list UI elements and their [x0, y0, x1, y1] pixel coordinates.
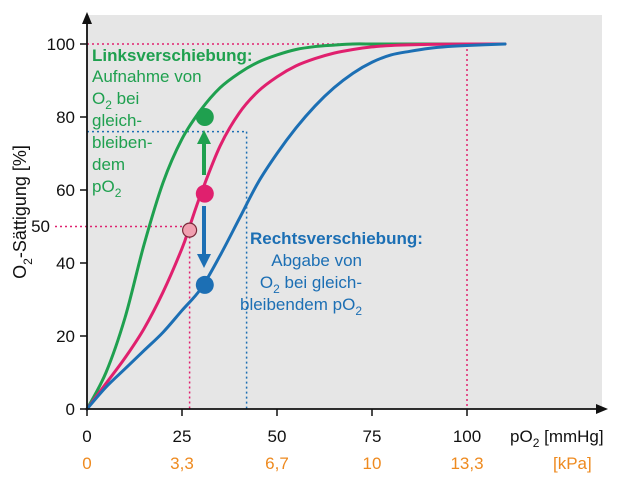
annotation-rechts: Rechtsverschiebung: Abgabe von O2 bei gl…: [240, 229, 423, 318]
y-axis-title-main: O: [10, 265, 30, 279]
x-tick-label-mmhg: 0: [82, 427, 91, 446]
point-p50: [182, 222, 198, 238]
y-tick-label: 20: [56, 327, 75, 346]
annotation-rechts-line3-sub: 2: [355, 304, 362, 318]
y-tick-label: 100: [47, 35, 75, 54]
y-tick-label: 80: [56, 108, 75, 127]
annotation-links-title: Linksverschiebung:: [92, 46, 253, 65]
x-tick-label-kpa: 10: [363, 454, 382, 473]
series-line-rechts: [85, 42, 507, 411]
x-tick-label-mmhg: 75: [363, 427, 382, 446]
series-line-normal: [85, 42, 507, 411]
x-axis-title-mmhg: pO2 [mmHg]: [510, 427, 604, 450]
annotation-rechts-title: Rechtsverschiebung:: [250, 229, 423, 248]
arrow-down-icon: [197, 254, 211, 268]
shift-arrows: [197, 130, 211, 268]
x-tick-label-mmhg: 50: [268, 427, 287, 446]
point-links: [195, 108, 214, 126]
annotation-links-line4: bleiben-: [92, 133, 153, 152]
annotation-links-line6: pO2: [92, 177, 122, 200]
x-tick-label-kpa: 0: [82, 454, 91, 473]
annotation-rechts-line2-rest: bei gleich-: [280, 273, 362, 292]
annotation-links-line2: O2 bei: [92, 89, 139, 112]
x-axis-title-mmhg-main: pO: [510, 427, 533, 446]
x-tick-label-mmhg: 100: [453, 427, 481, 446]
points-layer: [182, 108, 214, 294]
point-normal: [195, 184, 214, 203]
annotation-links: Linksverschiebung: Aufnahme von O2 bei g…: [92, 46, 253, 200]
annotation-rechts-line2-sub: 2: [273, 282, 280, 296]
annotation-rechts-line2: O2 bei gleich-: [260, 273, 362, 296]
x-axis-title-mmhg-rest: [mmHg]: [539, 427, 603, 446]
point-rechts: [195, 275, 214, 294]
annotation-links-line6-sub: 2: [115, 186, 122, 200]
annotation-rechts-line3: bleibendem pO2: [240, 295, 362, 318]
annotation-links-line2-sub: 2: [105, 98, 112, 112]
y-tick-label: 40: [56, 254, 75, 273]
x-ticks: 0 0 25 3,3 50 6,7 75 10 100 13,3: [82, 409, 484, 473]
x-tick-label-kpa: 3,3: [170, 454, 194, 473]
y-axis-arrow-icon: [82, 12, 92, 24]
annotation-rechts-line3-main: bleibendem pO: [240, 295, 355, 314]
y-axis-title: O2-Sättigung [%]: [10, 145, 35, 279]
annotation-links-line1: Aufnahme von: [92, 67, 202, 86]
x-axis-title-mmhg-sub: 2: [533, 436, 540, 450]
marker-50-label: 50: [31, 217, 50, 236]
y-ticks: 0 20 40 60 80 100: [47, 35, 87, 419]
annotation-links-line2-main: O: [92, 89, 105, 108]
y-axis-title-sub: 2: [21, 258, 35, 265]
series-layer: [85, 42, 507, 411]
y-tick-label: 60: [56, 181, 75, 200]
annotation-rechts-line2-main: O: [260, 273, 273, 292]
y-tick-label: 0: [66, 400, 75, 419]
x-axis-title-kpa: [kPa]: [553, 454, 592, 473]
x-axis-arrow-icon: [596, 404, 608, 414]
annotation-links-line6-main: pO: [92, 177, 115, 196]
y-axis-title-rest: -Sättigung [%]: [10, 145, 30, 258]
series-line-links: [85, 42, 507, 411]
arrow-up-icon: [197, 130, 211, 144]
x-tick-label-mmhg: 25: [173, 427, 192, 446]
annotation-links-line3: gleich-: [92, 111, 142, 130]
annotation-links-line5: dem: [92, 155, 125, 174]
annotation-rechts-line1: Abgabe von: [271, 251, 362, 270]
x-tick-label-kpa: 13,3: [450, 454, 483, 473]
x-tick-label-kpa: 6,7: [265, 454, 289, 473]
annotation-links-line2-rest: bei: [112, 89, 139, 108]
